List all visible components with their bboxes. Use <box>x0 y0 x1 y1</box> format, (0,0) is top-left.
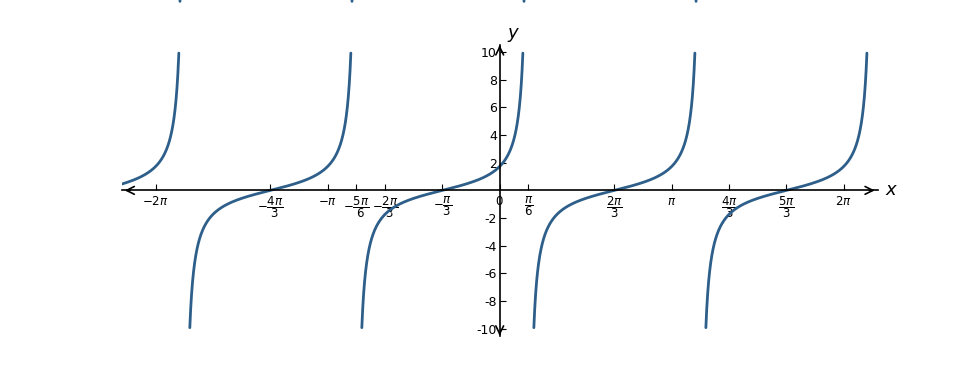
Text: y: y <box>508 25 519 43</box>
Text: x: x <box>885 181 896 199</box>
